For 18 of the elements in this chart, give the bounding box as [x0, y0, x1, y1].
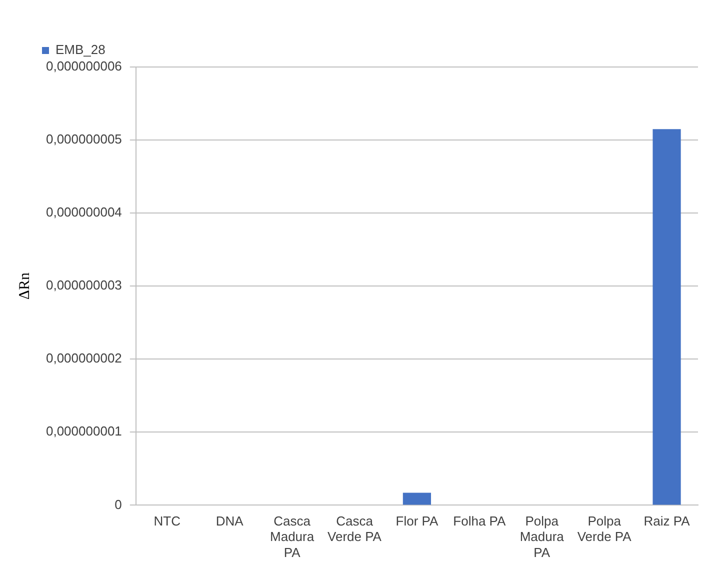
y-tick-label: 0,000000001 [46, 424, 122, 439]
x-tick-label: Casca Madura PA [270, 514, 315, 560]
x-tick-label: DNA [216, 514, 244, 529]
x-tick-label: Casca Verde PA [328, 514, 382, 544]
y-tick-label: 0,000000002 [46, 350, 122, 366]
x-tick-label: Raiz PA [644, 514, 690, 529]
y-tick-label: 0,000000004 [46, 204, 122, 220]
y-tick-label: 0 [114, 496, 122, 512]
x-tick-label: NTC [154, 514, 180, 529]
x-tick-label: Folha PA [453, 514, 506, 529]
y-tick-label: 0,000000005 [46, 132, 122, 147]
legend-label: EMB_28 [56, 42, 106, 58]
y-axis-title: ΔRn [16, 272, 33, 300]
y-tick-label: 0,000000006 [46, 58, 122, 74]
y-tick-label: 0,000000003 [46, 278, 122, 293]
x-tick-label: Polpa Madura PA [520, 514, 565, 560]
x-tick-label: Flor PA [396, 514, 438, 529]
x-tick-label: Polpa Verde PA [577, 514, 632, 544]
